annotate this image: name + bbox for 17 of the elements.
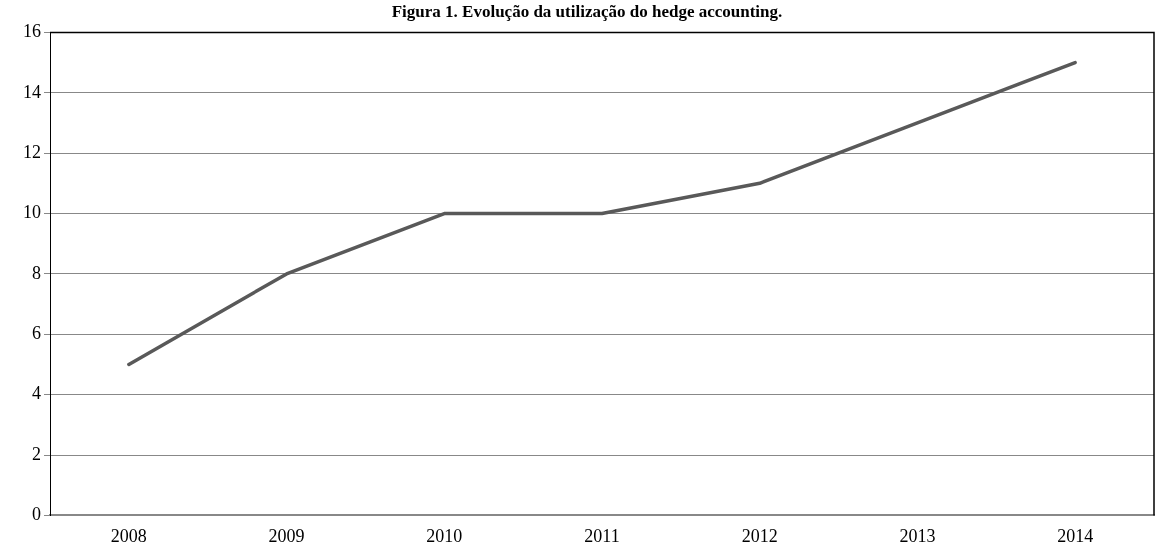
- x-tick-label: 2013: [899, 525, 936, 546]
- y-tick-label: 12: [23, 141, 41, 162]
- y-tick-label: 16: [23, 21, 41, 42]
- x-tick-label: 2009: [268, 525, 305, 546]
- y-tick-label: 8: [32, 262, 41, 283]
- x-tick-label: 2010: [426, 525, 463, 546]
- x-tick-label: 2014: [1057, 525, 1094, 546]
- y-tick-label: 0: [32, 504, 41, 525]
- y-tick-label: 10: [23, 202, 41, 223]
- chart-title: Figura 1. Evolução da utilização do hedge accounting.: [391, 1, 783, 21]
- y-tick-label: 14: [23, 81, 41, 102]
- x-tick-label: 2008: [110, 525, 147, 546]
- x-tick-label: 2012: [741, 525, 778, 546]
- y-tick-label: 4: [32, 383, 41, 404]
- x-tick-label: 2011: [584, 525, 620, 546]
- y-tick-label: 6: [32, 323, 41, 344]
- y-tick-label: 2: [32, 443, 41, 464]
